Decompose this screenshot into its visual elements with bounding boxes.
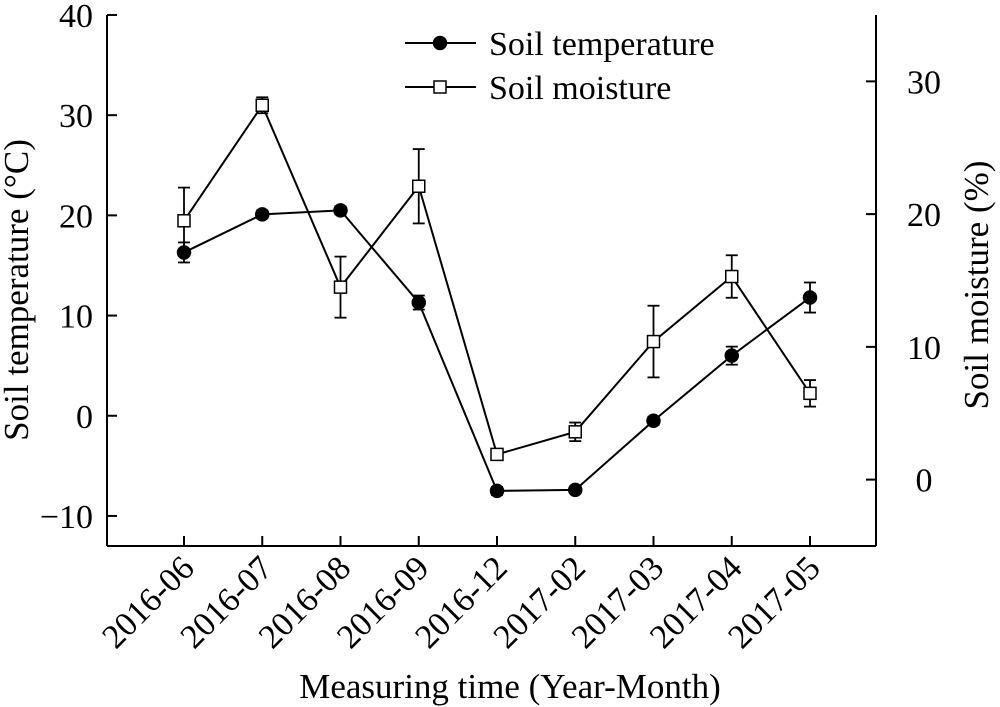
data-point (568, 425, 582, 439)
legend-item-soil-moisture: Soil moisture (405, 70, 671, 107)
series-soil-moisture (177, 96, 817, 462)
data-point (724, 348, 739, 363)
data-point (411, 295, 426, 310)
left-tick-label: 10 (59, 299, 93, 336)
legend-item-soil-temperature: Soil temperature (405, 26, 715, 63)
data-point (255, 207, 270, 222)
left-tick-label: 20 (59, 198, 93, 235)
series-line-soil-moisture (183, 103, 811, 456)
data-point (412, 179, 426, 193)
right-tick-label: 10 (907, 330, 941, 367)
data-point (568, 482, 583, 498)
legend: Soil temperature Soil moisture (405, 26, 715, 107)
legend-label-soil-temperature: Soil temperature (489, 26, 715, 63)
data-point (803, 386, 817, 401)
data-point (646, 334, 661, 349)
left-axis-title: Soil temperature (°C) (0, 139, 36, 441)
right-tick-label: 20 (907, 197, 941, 234)
axes-frame (106, 15, 877, 547)
right-axis-title: Soil moisture (%) (957, 161, 996, 410)
data-point (646, 413, 661, 429)
left-tick-label: 0 (76, 399, 93, 436)
left-tick-label: 30 (59, 98, 93, 135)
data-point (490, 447, 504, 462)
data-point (333, 280, 348, 294)
data-point (802, 290, 818, 305)
series-layer (176, 96, 818, 499)
legend-marker-soil-temperature (432, 35, 448, 51)
right-tick-label: 0 (916, 463, 933, 500)
left-tick-label: 40 (59, 0, 93, 35)
data-point (333, 203, 348, 218)
legend-marker-soil-moisture (433, 80, 447, 94)
right-axis-ticks: 0 10 20 30 (866, 64, 941, 500)
data-point (177, 214, 191, 228)
x-axis-ticks: 2016-062016-072016-082016-092016-122017-… (95, 536, 828, 656)
left-axis-ticks: −10 0 10 20 30 40 (40, 0, 117, 536)
legend-label-soil-moisture: Soil moisture (489, 70, 671, 107)
data-point (725, 269, 739, 284)
series-soil-temperature (176, 203, 818, 499)
right-tick-label: 30 (907, 64, 941, 101)
data-point (255, 98, 269, 113)
x-axis-title: Measuring time (Year-Month) (299, 667, 721, 706)
data-point (489, 483, 505, 499)
left-tick-label: −10 (40, 499, 93, 536)
